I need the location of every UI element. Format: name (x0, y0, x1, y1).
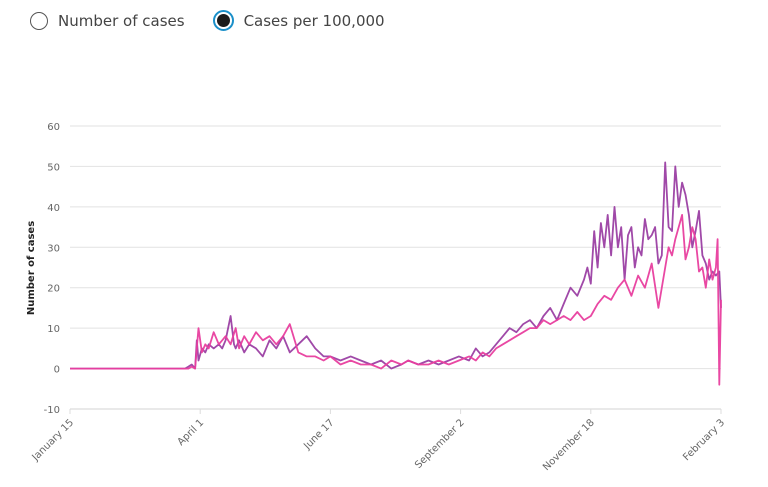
view-toggle: Number of cases Cases per 100,000 (30, 10, 413, 31)
series-lines (70, 161, 722, 386)
radio-cases-per-100000[interactable]: Cases per 100,000 (212, 10, 385, 31)
radio-selected-icon[interactable] (212, 10, 234, 31)
y-axis-ticks: -10 0 10 20 30 40 50 60 (44, 122, 60, 416)
x-tick-label: June 17 (301, 417, 336, 452)
radio-number-of-cases[interactable]: Number of cases (30, 11, 185, 30)
y-tick-label: 0 (54, 365, 60, 376)
x-tick-label: November 18 (541, 417, 597, 473)
y-tick-label: 10 (47, 324, 60, 335)
radio-unselected-icon[interactable] (30, 11, 48, 30)
y-tick-label: 30 (47, 243, 60, 254)
x-tick-label: April 1 (176, 417, 207, 448)
y-tick-label: 60 (47, 122, 60, 133)
x-tick-label: January 15 (30, 417, 77, 464)
y-tick-label: 40 (47, 203, 60, 214)
y-axis-label: Number of cases (26, 221, 37, 315)
y-tick-label: 50 (47, 162, 60, 173)
radio-label-number-of-cases: Number of cases (58, 11, 185, 30)
x-axis: January 15 April 1 June 17 September 2 Novem… (30, 408, 727, 473)
y-tick-label: -10 (44, 405, 60, 416)
series-purple-line (70, 161, 722, 370)
x-tick-label: September 2 (413, 417, 467, 471)
y-tick-label: 20 (47, 284, 60, 295)
radio-label-cases-per-100000: Cases per 100,000 (243, 11, 385, 30)
x-tick-label: February 3 (681, 417, 727, 463)
series-pink-line (70, 213, 722, 386)
